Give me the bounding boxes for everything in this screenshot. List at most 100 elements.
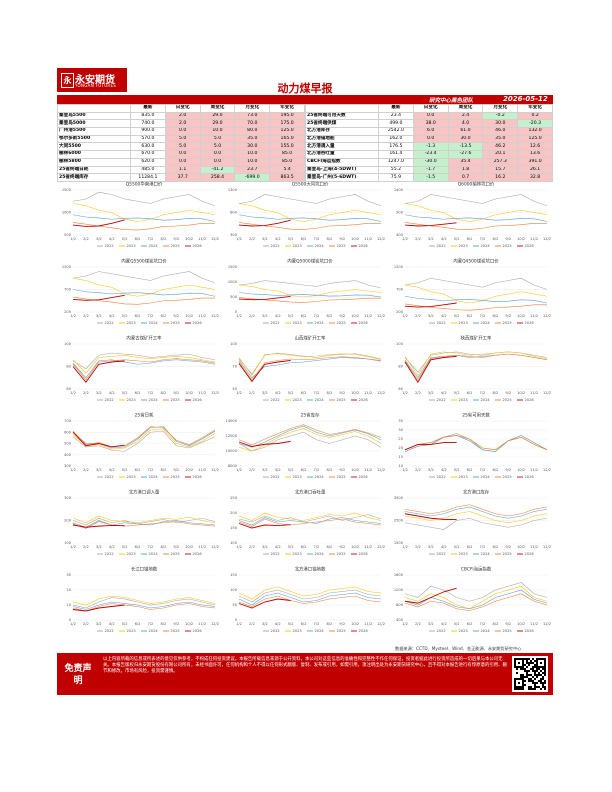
legend-label: 2025 [337, 398, 346, 402]
x-tick-label: 8/2 [492, 237, 498, 241]
legend-label: 2023 [293, 398, 302, 402]
series-line [238, 353, 382, 377]
qr-module [544, 688, 546, 690]
x-tick-label: 5/2 [288, 314, 294, 318]
x-tick-label: 8/2 [160, 237, 166, 241]
legend-label: 2023 [293, 475, 302, 479]
y-tick-label: 400 [396, 233, 404, 237]
x-tick-label: 3/2 [262, 314, 268, 318]
series-line [238, 219, 291, 227]
qr-module [518, 686, 520, 688]
qr-module [518, 682, 520, 684]
y-tick-label: 10 [66, 603, 71, 607]
series-line [72, 430, 216, 452]
qr-module [520, 678, 522, 680]
x-tick-label: 6/2 [301, 622, 307, 626]
series-line [404, 433, 548, 452]
x-tick-label: 4/2 [109, 622, 115, 626]
qr-module [522, 662, 524, 664]
chart: 北方港口吞吐量 100 150 200 250 1/2 2/2 3/2 4/2 5/2 6/2 7/2… [230, 489, 385, 557]
qr-module [544, 668, 546, 670]
x-tick-label: 2/2 [415, 545, 421, 549]
team: 研究中心黑色团队 [429, 98, 474, 104]
series-line [238, 514, 382, 523]
qr-module [538, 680, 540, 682]
y-tick-label: 2500 [394, 519, 404, 523]
series-line [238, 598, 291, 609]
qr-module [530, 668, 532, 670]
legend-label: 2025 [171, 398, 180, 402]
y-tick-label: 1000 [228, 280, 238, 284]
x-tick-label: 7/2 [148, 237, 154, 241]
x-tick-label: 11/2 [530, 545, 538, 549]
qr-module [526, 660, 528, 662]
series-line [72, 294, 125, 301]
series-line [238, 518, 382, 527]
x-tick-label: 4/2 [109, 468, 115, 472]
legend-label: 2025 [337, 244, 346, 248]
legend-label: 2026 [359, 552, 369, 556]
cell: -1.5 [412, 173, 449, 182]
x-tick-label: 3/2 [262, 545, 268, 549]
y-tick-label: 100 [64, 342, 72, 346]
x-tick-label: 12/2 [543, 545, 551, 549]
x-tick-label: 2/2 [83, 237, 89, 241]
x-tick-label: 11/2 [530, 622, 538, 626]
x-tick-label: 12/2 [543, 468, 551, 472]
series-line [404, 284, 548, 304]
qr-module [514, 660, 516, 662]
qr-module [528, 658, 530, 660]
qr-module [544, 666, 546, 668]
x-tick-label: 5/2 [454, 468, 460, 472]
x-tick-label: 5/2 [454, 314, 460, 318]
x-tick-label: 3/2 [428, 622, 434, 626]
x-tick-label: 9/2 [173, 237, 179, 241]
disclaimer-title: 免责声明 [64, 664, 92, 686]
x-tick-label: 7/2 [314, 237, 320, 241]
qr-module [514, 678, 516, 680]
y-tick-label: 100 [230, 541, 238, 545]
x-tick-label: 3/2 [96, 314, 102, 318]
qr-module [514, 664, 516, 666]
x-tick-label: 9/2 [505, 391, 511, 395]
qr-module [516, 686, 518, 688]
series-line [72, 352, 216, 370]
legend-label: 2026 [525, 475, 535, 479]
qr-module [544, 680, 546, 682]
x-tick-label: 11/2 [198, 237, 206, 241]
x-tick-label: 10/2 [351, 468, 359, 472]
x-tick-label: 5/2 [288, 237, 294, 241]
qr-module [536, 658, 538, 660]
series-line [72, 360, 125, 383]
x-tick-label: 7/2 [480, 622, 486, 626]
qr-module [528, 674, 530, 676]
series-line [72, 214, 216, 222]
series-line [72, 203, 216, 222]
qr-module [534, 678, 536, 680]
x-tick-label: 6/2 [135, 622, 141, 626]
legend-label: 2023 [127, 321, 136, 325]
legend-label: 2026 [525, 552, 535, 556]
x-tick-label: 11/2 [530, 237, 538, 241]
qr-module [542, 672, 544, 674]
qr-module [516, 666, 518, 668]
series-line [238, 424, 382, 446]
qr-module [522, 680, 524, 682]
x-tick-label: 12/2 [543, 391, 551, 395]
chart-title: CBCFI海运指数 [461, 566, 492, 573]
x-tick-label: 8/2 [326, 314, 332, 318]
legend-label: 2025 [337, 475, 346, 479]
x-tick-label: 9/2 [339, 545, 345, 549]
chart: 陕西煤矿开工率 60 80 100 1/2 2/2 3/2 4/2 5/2 6/2 7/2 8/2 9/… [396, 335, 551, 403]
series-line [72, 601, 216, 610]
legend-label: 2024 [481, 552, 491, 556]
qr-module [520, 674, 522, 676]
x-tick-label: 6/2 [135, 237, 141, 241]
qr-module [542, 658, 544, 660]
legend-label: 2023 [459, 398, 468, 402]
qr-module [532, 668, 534, 670]
y-tick-label: 100 [230, 588, 238, 592]
qr-module [538, 672, 540, 674]
y-tick-label: 150 [230, 526, 238, 530]
